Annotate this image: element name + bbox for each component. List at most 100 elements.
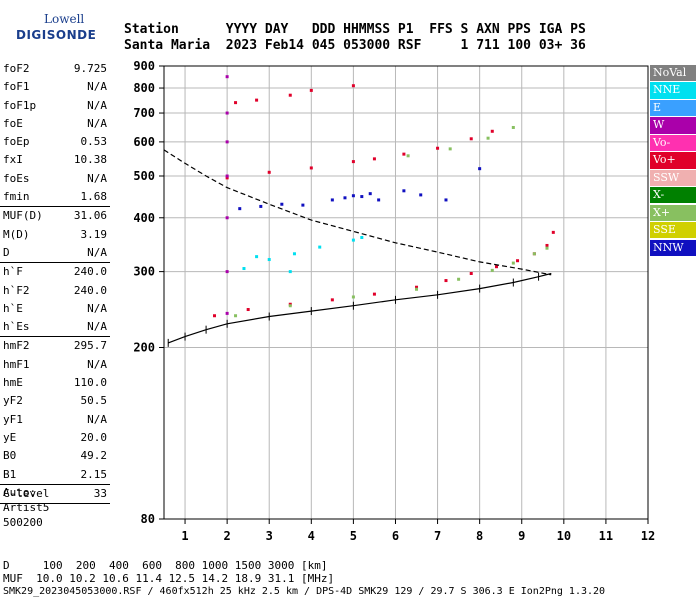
y-tick-label: 900 (133, 59, 155, 73)
param-value: 240.0 (73, 265, 107, 279)
param-separator (0, 262, 110, 264)
scaled-parameters-panel: foF2 9.725 foF1 N/A foF1p N/A foE N/A foEp 0.53 fx… (0, 60, 110, 505)
echo-point (234, 101, 238, 105)
echo-point (402, 152, 406, 156)
echo-point (225, 311, 229, 315)
echo-point (225, 111, 229, 115)
legend-item: X+ (650, 204, 696, 221)
param-label: h`Es (3, 320, 30, 334)
param-label: foF2 (3, 62, 30, 75)
echo-point (532, 252, 536, 256)
footer-distance: D 100 200 400 600 800 1000 1500 3000 [km… (3, 559, 328, 572)
param-row: hmF2 295.7 (0, 337, 110, 355)
echo-point (415, 285, 419, 289)
x-tick-label: 1 (181, 529, 188, 543)
param-row: B1 2.15 (0, 466, 110, 484)
param-label: yF1 (3, 412, 23, 426)
auto-line2: Artist5 (3, 501, 50, 514)
footer-muf: MUF 10.0 10.2 10.6 11.4 12.5 14.2 18.9 3… (3, 572, 335, 585)
param-label: yF2 (3, 394, 23, 408)
param-label: hmF2 (3, 339, 30, 353)
echo-point (246, 308, 250, 312)
legend-item: NNW (650, 239, 696, 256)
echo-point (301, 203, 305, 207)
param-label: foF1p (3, 98, 37, 112)
station-header: Station YYYY DAY DDD HHMMSS P1 FFS S AXN… (124, 22, 586, 54)
echo-point (545, 246, 549, 250)
legend-item: X- (650, 187, 696, 204)
legend-item: SSW (650, 169, 696, 186)
param-label: hmE (3, 376, 23, 390)
auto-line1: Auto: (3, 486, 37, 499)
legend: NoVal NNE E W Vo- Vo+ SSW X- X+ SSE NNW (650, 65, 696, 257)
legend-item: NoVal (650, 65, 696, 82)
param-value: N/A (87, 245, 107, 259)
echo-point (406, 154, 410, 158)
x-axis: 1 2 3 4 5 6 7 8 9 10 11 12 (181, 519, 655, 543)
echo-point (351, 160, 355, 164)
echo-point (225, 174, 229, 178)
header-values: Santa Maria 2023 Feb14 045 053000 RSF 1 … (124, 38, 586, 53)
echo-point (545, 243, 549, 247)
param-label: foF1 (3, 80, 30, 94)
footer: D 100 200 400 600 800 1000 1500 3000 [km… (3, 559, 605, 598)
echo-point (225, 270, 229, 274)
echo-point (351, 295, 355, 299)
param-row: hmE 110.0 (0, 374, 110, 392)
param-row: D N/A (0, 244, 110, 262)
echo-point (225, 75, 229, 79)
echo-point (486, 136, 490, 140)
param-value: N/A (87, 320, 107, 334)
param-value: N/A (87, 301, 107, 315)
param-label: foE (3, 116, 23, 130)
echo-point (255, 255, 259, 259)
param-label: foEp (3, 135, 30, 149)
legend-item: Vo- (650, 134, 696, 152)
param-separator (0, 483, 110, 485)
x-tick-label: 4 (308, 529, 315, 543)
legend-item: W (650, 117, 696, 134)
param-row: h`Es N/A (0, 318, 110, 336)
param-row: foEs N/A (0, 170, 110, 188)
echo-point (292, 252, 296, 256)
param-row: B0 49.2 (0, 447, 110, 465)
param-label: fmin (3, 190, 30, 204)
x-tick-label: 8 (476, 529, 483, 543)
param-value: 20.0 (80, 430, 108, 444)
param-label: MUF(D) (3, 209, 43, 223)
legend-item: SSE (650, 222, 696, 239)
echo-point (372, 157, 376, 161)
param-value: 10.38 (73, 153, 107, 167)
echo-point (280, 202, 284, 206)
param-label: hmF1 (3, 357, 30, 371)
x-tick-label: 12 (641, 529, 655, 543)
param-value: 0.53 (80, 135, 108, 149)
echo-point (368, 192, 372, 196)
echo-point (372, 292, 376, 296)
x-tick-label: 11 (599, 529, 613, 543)
echo-point (360, 235, 364, 239)
x-tick-label: 5 (350, 529, 357, 543)
header-labels: Station YYYY DAY DDD HHMMSS P1 FFS S AXN… (124, 22, 586, 37)
param-row: foF1 N/A (0, 78, 110, 96)
param-value: 49.2 (80, 449, 108, 463)
echo-point (551, 230, 555, 234)
param-value: 240.0 (73, 283, 107, 297)
echo-point (516, 259, 520, 263)
x-tick-label: 6 (392, 529, 399, 543)
echo-point (343, 196, 347, 200)
echo-point (318, 245, 322, 249)
param-row: fxI 10.38 (0, 151, 110, 169)
param-value: 2.15 (80, 467, 108, 481)
echo-point (444, 279, 448, 283)
chart-grid (164, 66, 648, 519)
y-tick-label: 400 (133, 211, 155, 225)
echo-point (288, 270, 292, 274)
param-value: 9.725 (73, 62, 107, 75)
y-tick-label: 80 (141, 512, 155, 526)
param-row: C-level 33 (0, 485, 110, 503)
param-value: 1.68 (80, 190, 108, 204)
echo-points (213, 75, 555, 318)
param-label: B0 (3, 449, 17, 463)
